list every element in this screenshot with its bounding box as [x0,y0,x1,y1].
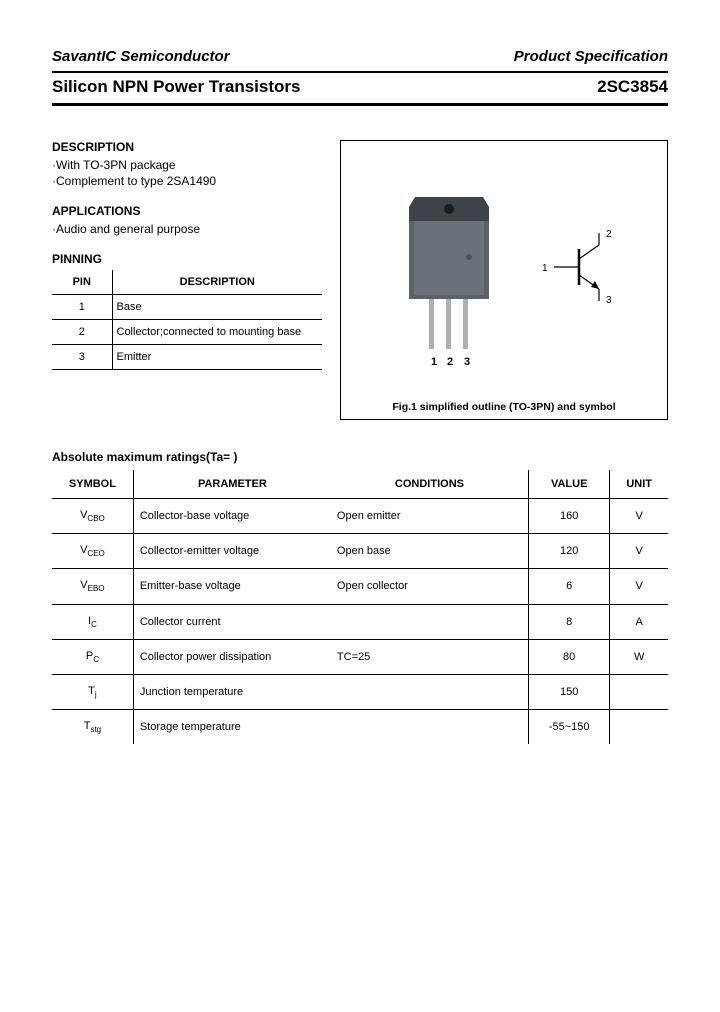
pinning-table: PIN DESCRIPTION 1 Base 2 Collector;conne… [52,270,322,370]
ratings-cell-symbol: IC [52,604,133,639]
description-block: DESCRIPTION ·With TO-3PN package ·Comple… [52,140,322,188]
package-icon: 1 2 3 [409,197,489,368]
pin-label-1: 1 [431,356,437,368]
ratings-cell-conditions: TC=25 [331,639,529,674]
ratings-col-value: VALUE [529,470,610,499]
ratings-cell-value: 160 [529,499,610,534]
upper-two-column: DESCRIPTION ·With TO-3PN package ·Comple… [52,140,668,420]
description-line-2: ·Complement to type 2SA1490 [52,174,322,188]
figure-box: 1 2 3 1 2 3 Fig.1 sim [340,140,668,420]
ratings-cell-parameter: Emitter-base voltage [133,569,331,604]
sym-label-2: 2 [606,229,612,240]
ratings-cell-symbol: VCEO [52,534,133,569]
header-top: SavantIC Semiconductor Product Specifica… [52,48,668,73]
ratings-cell-unit: W [610,639,668,674]
ratings-cell-unit [610,710,668,745]
ratings-header-row: SYMBOL PARAMETER CONDITIONS VALUE UNIT [52,470,668,499]
applications-block: APPLICATIONS ·Audio and general purpose [52,204,322,236]
ratings-cell-symbol: VEBO [52,569,133,604]
header-sub: Silicon NPN Power Transistors 2SC3854 [52,77,668,106]
pinning-cell-desc: Base [112,295,322,320]
ratings-col-conditions: CONDITIONS [331,470,529,499]
part-number: 2SC3854 [597,77,668,97]
ratings-cell-parameter: Collector current [133,604,331,639]
ratings-cell-conditions: Open collector [331,569,529,604]
sym-label-3: 3 [606,295,612,306]
ratings-cell-symbol: Tj [52,674,133,709]
pinning-cell-desc: Emitter [112,345,322,370]
ratings-col-symbol: SYMBOL [52,470,133,499]
ratings-cell-conditions [331,710,529,745]
ratings-col-unit: UNIT [610,470,668,499]
pinning-row: 3 Emitter [52,345,322,370]
ratings-cell-parameter: Storage temperature [133,710,331,745]
product-subtitle: Silicon NPN Power Transistors [52,77,300,97]
ratings-cell-parameter: Collector-emitter voltage [133,534,331,569]
figure-caption: Fig.1 simplified outline (TO-3PN) and sy… [349,401,659,413]
company-name: SavantIC Semiconductor [52,48,230,65]
ratings-cell-value: 150 [529,674,610,709]
ratings-cell-symbol: PC [52,639,133,674]
ratings-cell-value: 6 [529,569,610,604]
ratings-row: VCBOCollector-base voltageOpen emitter16… [52,499,668,534]
spec-label: Product Specification [514,48,668,65]
ratings-cell-unit [610,674,668,709]
ratings-row: VCEOCollector-emitter voltageOpen base12… [52,534,668,569]
ratings-cell-conditions: Open base [331,534,529,569]
pin-label-2: 2 [447,356,453,368]
transistor-symbol-icon: 1 2 3 [542,229,612,306]
figure-area: 1 2 3 1 2 3 [349,151,659,393]
pinning-col-desc: DESCRIPTION [112,270,322,295]
pinning-cell-pin: 1 [52,295,112,320]
pinning-row: 2 Collector;connected to mounting base [52,320,322,345]
ratings-cell-value: 8 [529,604,610,639]
ratings-cell-value: 80 [529,639,610,674]
ratings-cell-value: 120 [529,534,610,569]
ratings-cell-symbol: VCBO [52,499,133,534]
ratings-col-parameter: PARAMETER [133,470,331,499]
ratings-cell-value: -55~150 [529,710,610,745]
ratings-table: SYMBOL PARAMETER CONDITIONS VALUE UNIT V… [52,470,668,744]
ratings-cell-unit: V [610,534,668,569]
ratings-cell-symbol: Tstg [52,710,133,745]
applications-line-1: ·Audio and general purpose [52,222,322,236]
ratings-cell-parameter: Junction temperature [133,674,331,709]
pinning-col-pin: PIN [52,270,112,295]
pinning-cell-pin: 3 [52,345,112,370]
left-column: DESCRIPTION ·With TO-3PN package ·Comple… [52,140,322,420]
ratings-row: TjJunction temperature 150 [52,674,668,709]
ratings-cell-unit: V [610,569,668,604]
ratings-cell-unit: V [610,499,668,534]
pinning-cell-desc: Collector;connected to mounting base [112,320,322,345]
ratings-cell-conditions [331,674,529,709]
ratings-title: Absolute maximum ratings(Ta= ) [52,450,668,464]
pin-label-3: 3 [464,356,470,368]
sym-label-1: 1 [542,263,548,274]
ratings-cell-conditions [331,604,529,639]
ratings-cell-parameter: Collector-base voltage [133,499,331,534]
ratings-cell-parameter: Collector power dissipation [133,639,331,674]
ratings-row: ICCollector current 8A [52,604,668,639]
description-heading: DESCRIPTION [52,140,322,154]
ratings-cell-conditions: Open emitter [331,499,529,534]
pinning-header-row: PIN DESCRIPTION [52,270,322,295]
ratings-row: TstgStorage temperature -55~150 [52,710,668,745]
ratings-row: PCCollector power dissipationTC=2580W [52,639,668,674]
package-and-symbol-svg: 1 2 3 1 2 3 [369,167,639,377]
pinning-row: 1 Base [52,295,322,320]
ratings-row: VEBOEmitter-base voltageOpen collector6V [52,569,668,604]
applications-heading: APPLICATIONS [52,204,322,218]
pinning-heading: PINNING [52,252,322,266]
ratings-cell-unit: A [610,604,668,639]
pinning-cell-pin: 2 [52,320,112,345]
description-line-1: ·With TO-3PN package [52,158,322,172]
